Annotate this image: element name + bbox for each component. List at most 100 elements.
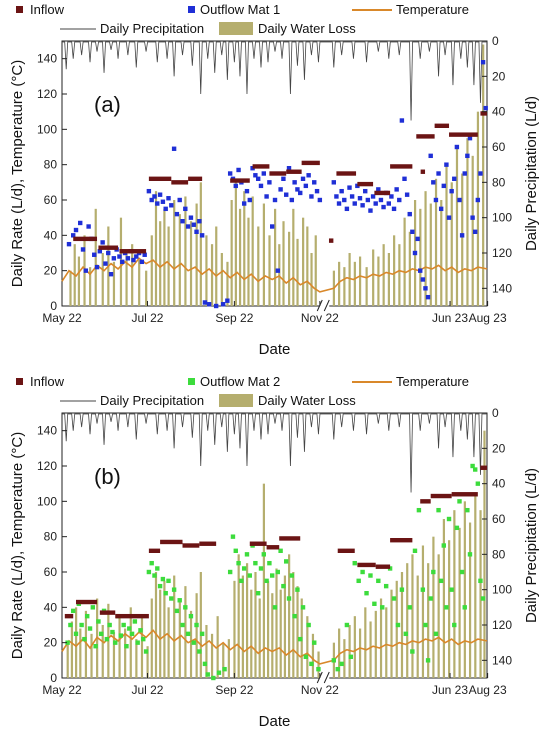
outflow-point xyxy=(255,591,261,596)
outflow-point xyxy=(127,626,132,631)
left-tick-label: 0 xyxy=(50,299,57,313)
outflow-point xyxy=(352,201,357,206)
water-loss-bar xyxy=(70,621,74,678)
outflow-point xyxy=(433,631,439,637)
outflow-point xyxy=(473,229,478,234)
inflow-segment xyxy=(357,181,374,187)
legend-outflow-label: Outflow Mat 1 xyxy=(200,2,280,17)
outflow-point xyxy=(454,525,460,531)
outflow-point xyxy=(171,587,177,592)
outflow-point xyxy=(138,628,143,633)
water-loss-bar xyxy=(195,593,198,678)
outflow-point xyxy=(391,206,397,212)
outflow-point xyxy=(454,144,460,150)
outflow-point xyxy=(309,194,314,199)
outflow-point xyxy=(438,578,444,584)
outflow-point xyxy=(220,302,226,307)
water-loss-bar xyxy=(296,238,299,306)
water-loss-bar xyxy=(474,492,477,678)
outflow-point xyxy=(306,173,311,178)
outflow-point xyxy=(300,605,306,610)
outflow-point xyxy=(194,622,199,628)
inflow-segment xyxy=(480,111,487,116)
water-loss-bar xyxy=(112,261,116,306)
left-tick-label: 60 xyxy=(44,565,58,579)
water-loss-bar xyxy=(450,182,453,306)
inflow-segment xyxy=(73,236,98,242)
water-loss-bar xyxy=(173,200,176,306)
water-loss-bar xyxy=(90,633,93,678)
water-loss-bar xyxy=(403,217,406,306)
water-loss-bar xyxy=(358,256,362,306)
outflow-point xyxy=(104,636,110,642)
water-loss-bar xyxy=(150,598,153,678)
outflow-point xyxy=(399,118,405,123)
outflow-point xyxy=(378,197,384,203)
outflow-point xyxy=(255,176,261,181)
water-loss-bar xyxy=(461,173,464,306)
outflow-point xyxy=(357,196,363,201)
right-tick-label: 80 xyxy=(492,175,506,189)
outflow-point xyxy=(364,591,369,596)
outflow-point xyxy=(365,197,371,203)
water-loss-bar xyxy=(385,607,388,678)
water-loss-bar xyxy=(424,191,427,306)
outflow-point xyxy=(387,566,393,571)
outflow-point xyxy=(141,636,146,642)
water-loss-bar xyxy=(262,203,265,306)
x-tick-label: May 22 xyxy=(42,683,82,697)
outflow-point xyxy=(389,194,394,199)
x-tick-label: Aug 23 xyxy=(469,683,507,697)
water-loss-bar xyxy=(275,568,278,678)
outflow-point xyxy=(407,211,412,217)
outflow-point xyxy=(227,171,233,176)
water-loss-bar xyxy=(302,217,305,306)
outflow-point xyxy=(247,573,252,578)
left-axis-title: Daily Rate (L/d), Temperature (°C) xyxy=(9,60,26,287)
outflow-point xyxy=(103,261,108,266)
outflow-point xyxy=(92,252,97,257)
outflow-point xyxy=(270,224,275,229)
left-tick-label: 20 xyxy=(44,264,58,278)
water-loss-bar xyxy=(343,639,346,678)
legend-inflow-marker xyxy=(16,6,23,13)
right-axis-title: Daily Precipitation (L/d) xyxy=(523,96,540,251)
right-tick-label: 20 xyxy=(492,441,506,455)
water-loss-bar xyxy=(84,610,88,678)
water-loss-bar xyxy=(437,554,440,678)
outflow-point xyxy=(111,256,117,261)
outflow-point xyxy=(317,197,323,203)
water-loss-bar xyxy=(348,625,351,678)
outflow-point xyxy=(431,180,436,185)
outflow-point xyxy=(370,194,376,199)
outflow-point xyxy=(383,583,389,589)
legend-outflow-marker xyxy=(188,6,195,13)
inflow-segment xyxy=(98,245,119,250)
water-loss-bar xyxy=(393,235,396,306)
outflow-point xyxy=(412,548,418,553)
outflow-point xyxy=(253,173,258,178)
outflow-point xyxy=(253,560,258,566)
outflow-point xyxy=(334,194,339,199)
outflow-point xyxy=(93,644,98,649)
water-loss-bar xyxy=(395,580,398,678)
outflow-point xyxy=(436,171,441,176)
water-loss-bar xyxy=(159,221,162,306)
outflow-point xyxy=(286,596,292,601)
chart-panel-1: Inflow Outflow Mat 1 Temperature Daily Prec… xyxy=(9,2,540,358)
water-loss-bar xyxy=(167,226,170,306)
chart-panel-2: Inflow Outflow Mat 2 Temperature Daily Prec… xyxy=(9,374,540,730)
water-loss-bar xyxy=(408,231,411,306)
outflow-point xyxy=(356,578,361,584)
outflow-point xyxy=(473,467,478,472)
outflow-point xyxy=(483,105,488,111)
axis-break-gap xyxy=(319,672,330,684)
x-tick-label: Jul 22 xyxy=(131,311,163,325)
water-loss-bar xyxy=(266,580,270,678)
inflow-segment xyxy=(160,539,183,545)
outflow-point xyxy=(241,566,247,571)
outflow-point xyxy=(397,197,402,203)
water-loss-bar xyxy=(138,260,141,306)
outflow-point xyxy=(244,552,250,557)
